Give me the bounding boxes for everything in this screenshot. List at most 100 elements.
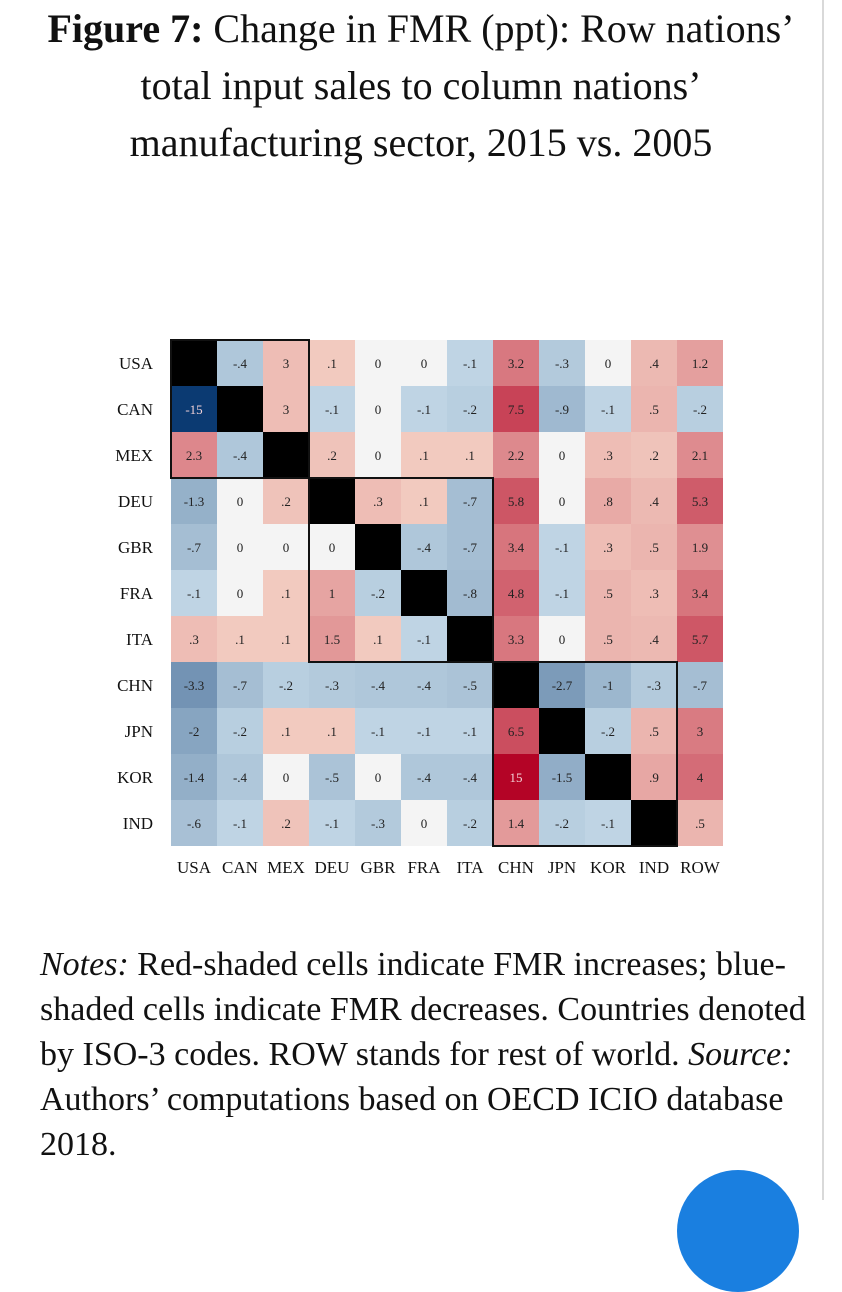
heatmap-cell <box>677 662 723 708</box>
cell-value-label: .9 <box>649 770 659 785</box>
cell-value-label: .1 <box>281 724 291 739</box>
heatmap-cell <box>677 708 723 754</box>
heatmap-cell <box>401 340 447 386</box>
cell-value-label: -.2 <box>371 586 385 601</box>
region-block-outline <box>308 477 494 663</box>
row-label: FRA <box>120 584 154 603</box>
heatmap-cell <box>493 800 539 846</box>
cell-value-label: -.1 <box>325 402 339 417</box>
cell-value-label: 1.4 <box>508 816 525 831</box>
cell-value-label: .1 <box>419 494 429 509</box>
cell-value-label: .3 <box>649 586 659 601</box>
cell-value-label: -.2 <box>601 724 615 739</box>
heatmap-cell <box>631 708 677 754</box>
heatmap-cell <box>539 432 585 478</box>
cell-value-label: -1.3 <box>184 494 205 509</box>
heatmap-cell <box>171 524 217 570</box>
heatmap-cell <box>493 570 539 616</box>
heatmap-cell <box>217 570 263 616</box>
cell-value-label: 0 <box>375 402 382 417</box>
cell-value-label: -.1 <box>555 586 569 601</box>
diagonal-cell <box>493 662 539 708</box>
cell-value-label: .1 <box>327 356 337 371</box>
heatmap-cell <box>493 478 539 524</box>
heatmap-cell <box>263 800 309 846</box>
cell-value-label: -.1 <box>463 356 477 371</box>
heatmap-cell <box>171 570 217 616</box>
floating-action-button[interactable] <box>677 1170 799 1292</box>
cell-value-label: 0 <box>283 540 290 555</box>
cell-value-label: -.1 <box>463 724 477 739</box>
cell-value-label: .4 <box>649 356 659 371</box>
cell-value-label: -.6 <box>187 816 202 831</box>
heatmap-cell <box>585 570 631 616</box>
heatmap-cell <box>263 340 309 386</box>
cell-value-label: -.2 <box>279 678 293 693</box>
cell-value-label: -.3 <box>647 678 661 693</box>
heatmap-cell <box>585 432 631 478</box>
diagonal-cell <box>171 340 217 386</box>
cell-value-label: -.4 <box>417 770 432 785</box>
heatmap-cell <box>447 708 493 754</box>
heatmap-cell <box>171 800 217 846</box>
heatmap-cell <box>171 386 217 432</box>
heatmap-cell <box>585 708 631 754</box>
cell-value-label: .1 <box>281 586 291 601</box>
heatmap-cell <box>355 432 401 478</box>
diagonal-cell <box>585 754 631 800</box>
heatmap-cell <box>401 386 447 432</box>
cell-value-label: 5.8 <box>508 494 524 509</box>
heatmap-cell <box>171 662 217 708</box>
heatmap-cell <box>217 708 263 754</box>
diagonal-cell <box>631 800 677 846</box>
cell-value-label: .8 <box>603 494 613 509</box>
cell-value-label: .2 <box>649 448 659 463</box>
cell-value-label: .2 <box>281 494 291 509</box>
heatmap-cell <box>493 708 539 754</box>
heatmap-cell <box>401 708 447 754</box>
heatmap-cell <box>631 616 677 662</box>
heatmap-cell <box>171 754 217 800</box>
column-label: MEX <box>267 858 305 877</box>
heatmap-cell <box>309 432 355 478</box>
heatmap-cell <box>677 478 723 524</box>
cell-value-label: -.4 <box>417 678 432 693</box>
cell-value-label: -.4 <box>463 770 478 785</box>
right-edge-divider <box>822 0 824 1200</box>
cell-value-label: .4 <box>649 632 659 647</box>
heatmap-cell <box>309 386 355 432</box>
cell-value-label: 3 <box>697 724 704 739</box>
heatmap-cell <box>171 432 217 478</box>
cell-value-label: 2.3 <box>186 448 202 463</box>
cell-value-label: .3 <box>189 632 199 647</box>
heatmap-cell <box>447 478 493 524</box>
heatmap-cell <box>355 708 401 754</box>
region-block-outline <box>492 661 678 847</box>
heatmap-cell <box>401 478 447 524</box>
row-label: KOR <box>117 768 154 787</box>
heatmap-cell <box>447 340 493 386</box>
heatmap-cell <box>447 432 493 478</box>
heatmap-cell <box>585 340 631 386</box>
diagonal-cell <box>263 432 309 478</box>
heatmap-cell <box>677 386 723 432</box>
row-label: ITA <box>126 630 154 649</box>
diagonal-cell <box>447 616 493 662</box>
heatmap-cell <box>493 340 539 386</box>
cell-value-label: .3 <box>373 494 383 509</box>
cell-value-label: -2.7 <box>552 678 573 693</box>
row-label: CAN <box>117 400 153 419</box>
cell-value-label: .1 <box>235 632 245 647</box>
cell-value-label: 0 <box>237 494 244 509</box>
cell-value-label: 0 <box>283 770 290 785</box>
source-text: Authors’ computations based on OECD ICIO… <box>40 1081 784 1163</box>
column-label: GBR <box>361 858 397 877</box>
cell-value-label: .5 <box>603 632 613 647</box>
column-label: FRA <box>407 858 441 877</box>
cell-value-label: .1 <box>419 448 429 463</box>
figure-title: Figure 7: Change in FMR (ppt): Row natio… <box>30 0 812 171</box>
row-label: IND <box>123 814 153 833</box>
heatmap-cell <box>309 662 355 708</box>
heatmap-cell <box>539 662 585 708</box>
cell-value-label: -.7 <box>233 678 248 693</box>
